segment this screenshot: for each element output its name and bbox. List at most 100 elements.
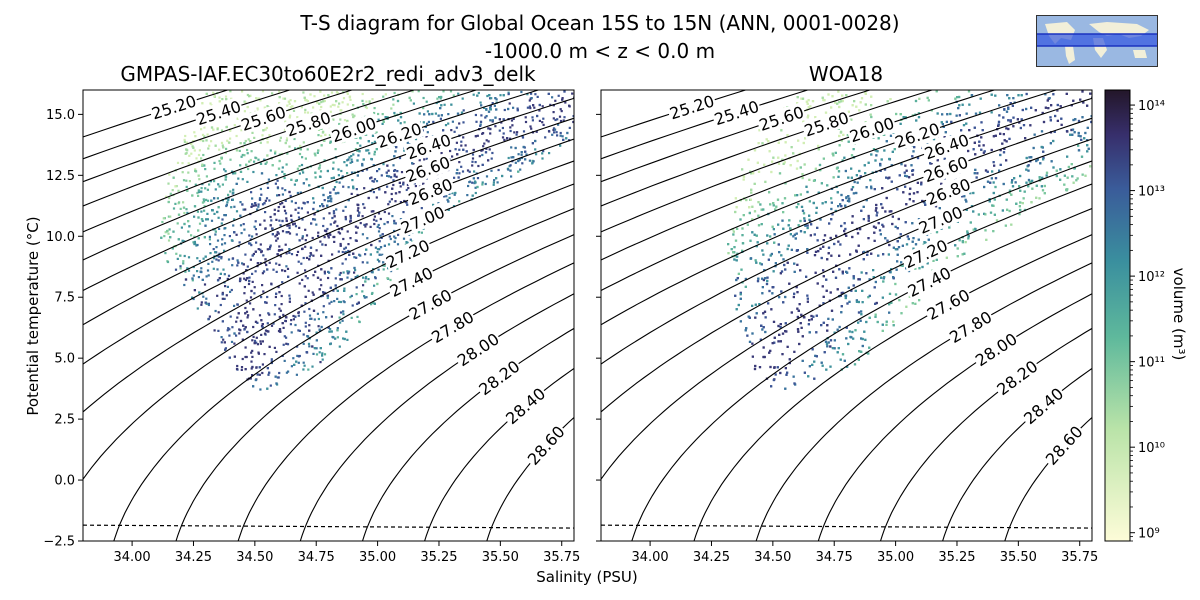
volume-cell xyxy=(327,236,330,239)
volume-cell xyxy=(207,262,210,265)
volume-cell xyxy=(352,115,355,119)
volume-cell xyxy=(851,104,854,107)
world-map-icon xyxy=(1037,16,1157,66)
volume-cell xyxy=(205,198,208,201)
volume-cell xyxy=(437,114,440,117)
volume-cell xyxy=(1034,109,1037,112)
volume-cell xyxy=(741,249,744,252)
volume-cell xyxy=(220,141,224,144)
volume-cell xyxy=(296,250,300,253)
volume-cell xyxy=(487,140,490,143)
volume-cell xyxy=(386,174,389,177)
volume-cell xyxy=(495,177,498,180)
volume-cell xyxy=(317,149,320,152)
volume-cell xyxy=(956,247,959,250)
volume-cell xyxy=(838,134,841,138)
volume-cell xyxy=(784,387,787,390)
volume-cell xyxy=(732,251,735,254)
volume-cell xyxy=(837,240,840,243)
volume-cell xyxy=(278,291,281,294)
x-tick-label: 34.50 xyxy=(236,550,273,565)
volume-cell xyxy=(373,153,376,156)
volume-cell xyxy=(831,318,834,321)
volume-cell xyxy=(514,161,517,164)
volume-cell xyxy=(196,307,199,310)
volume-cell xyxy=(412,163,415,166)
volume-cell xyxy=(875,214,878,217)
volume-cell xyxy=(476,185,479,189)
volume-cell xyxy=(206,188,209,191)
volume-cell xyxy=(409,238,412,241)
volume-cell xyxy=(197,190,200,194)
volume-cell xyxy=(252,308,255,311)
volume-cell xyxy=(777,324,780,328)
volume-cell xyxy=(346,159,349,162)
volume-cell xyxy=(227,193,230,196)
volume-cell xyxy=(893,148,896,151)
volume-cell xyxy=(394,237,397,240)
volume-cell xyxy=(200,303,203,306)
volume-cell xyxy=(406,141,409,144)
volume-cell xyxy=(426,110,429,113)
volume-cell xyxy=(259,141,262,144)
volume-cell xyxy=(239,170,243,173)
volume-cell xyxy=(257,205,260,208)
volume-cell xyxy=(784,295,787,299)
volume-cell xyxy=(352,185,355,188)
volume-cell xyxy=(384,116,387,119)
volume-cell xyxy=(317,317,320,321)
volume-cell xyxy=(297,216,301,219)
volume-cell xyxy=(299,144,302,148)
volume-cell xyxy=(242,208,245,211)
volume-cell xyxy=(346,230,349,233)
volume-cell xyxy=(458,200,461,203)
isopycnal-line xyxy=(299,293,574,541)
volume-cell xyxy=(422,182,425,185)
volume-cell xyxy=(1067,165,1070,169)
volume-cell xyxy=(320,254,323,257)
volume-cell xyxy=(247,314,250,317)
volume-cell xyxy=(455,172,458,175)
volume-cell xyxy=(794,194,797,197)
volume-cell xyxy=(228,235,231,238)
volume-cell xyxy=(742,214,745,217)
volume-cell xyxy=(290,319,293,322)
volume-cell xyxy=(512,117,515,120)
volume-cell xyxy=(266,182,269,185)
volume-cell xyxy=(411,90,414,93)
volume-cell xyxy=(316,276,320,279)
volume-cell xyxy=(562,119,565,122)
volume-cell xyxy=(164,231,167,234)
volume-cell xyxy=(217,183,220,186)
volume-cell xyxy=(986,170,989,173)
volume-cell xyxy=(230,340,234,343)
volume-cell xyxy=(443,195,446,198)
volume-cell xyxy=(232,191,235,194)
volume-cell xyxy=(767,302,770,305)
volume-cell xyxy=(873,286,876,289)
volume-cell xyxy=(237,245,240,248)
volume-cell xyxy=(256,107,259,110)
volume-cell xyxy=(378,227,381,230)
volume-cell xyxy=(843,359,846,362)
volume-cell xyxy=(393,111,396,115)
volume-cell xyxy=(806,102,809,105)
volume-cell xyxy=(283,335,286,338)
volume-cell xyxy=(375,131,378,134)
volume-cell xyxy=(389,237,392,241)
volume-cell xyxy=(403,199,406,203)
volume-cell xyxy=(914,267,917,270)
volume-cell xyxy=(200,267,203,270)
volume-cell xyxy=(236,316,239,319)
volume-cell xyxy=(1050,104,1053,107)
volume-cell xyxy=(1018,213,1021,216)
volume-cell xyxy=(246,330,249,334)
volume-cell xyxy=(773,366,776,369)
volume-cell xyxy=(346,103,349,106)
volume-cell xyxy=(912,247,915,250)
volume-cell xyxy=(803,316,806,319)
volume-cell xyxy=(223,168,226,171)
volume-cell xyxy=(257,158,260,161)
volume-cell xyxy=(214,144,217,147)
volume-cell xyxy=(182,201,185,204)
